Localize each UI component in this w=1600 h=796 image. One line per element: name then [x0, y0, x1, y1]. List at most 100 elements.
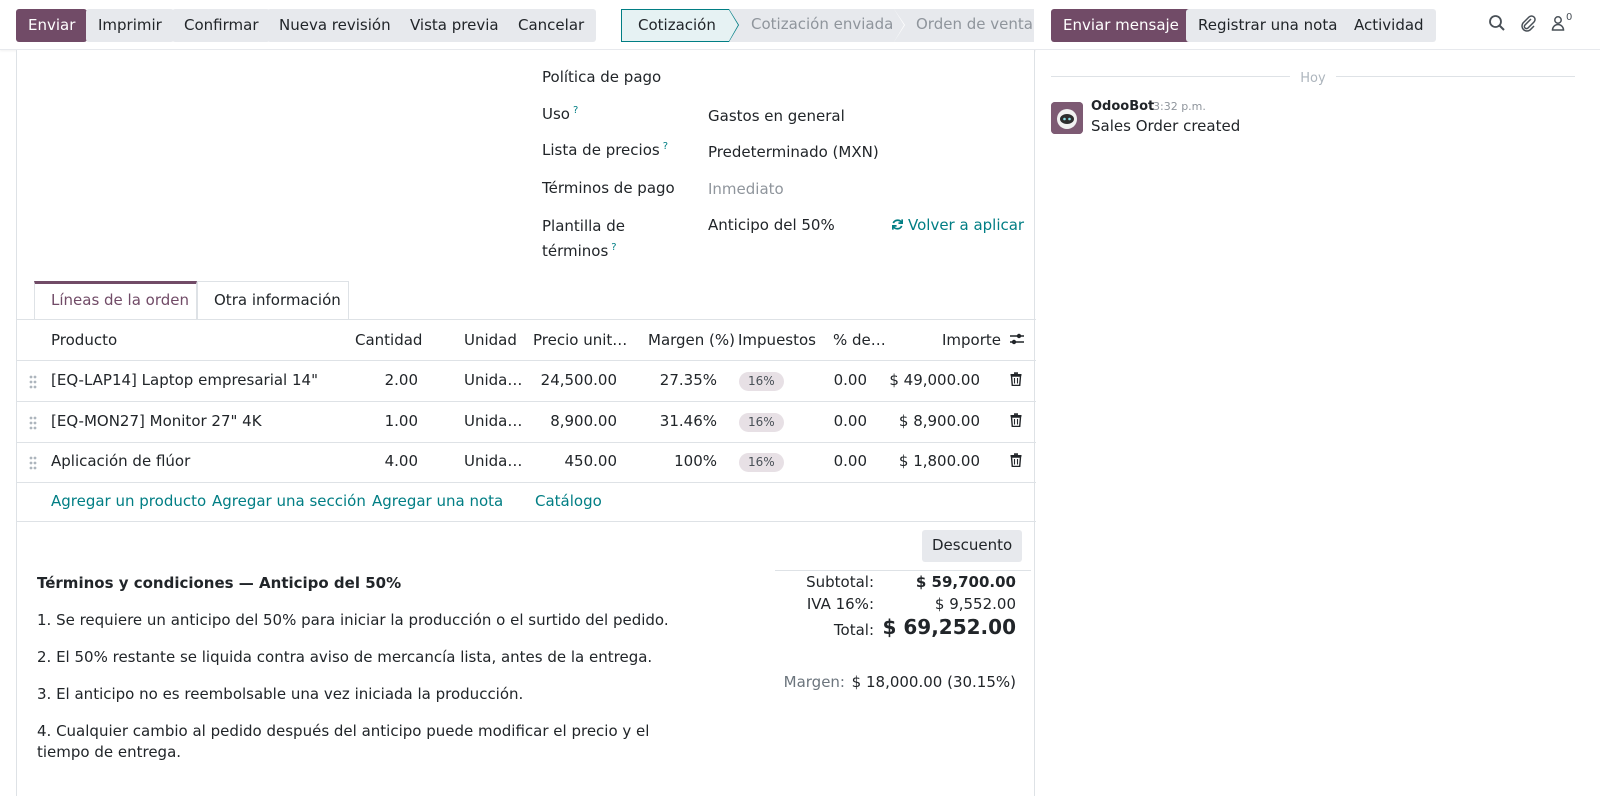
print-button[interactable]: Imprimir: [86, 9, 174, 42]
send-message-button[interactable]: Enviar mensaje: [1051, 9, 1191, 42]
status-stage-label: Cotización enviada: [751, 15, 894, 33]
payment-terms-field[interactable]: Inmediato: [708, 180, 784, 198]
activity-button[interactable]: Actividad: [1342, 9, 1436, 42]
discount-button[interactable]: Descuento: [922, 530, 1023, 562]
add-product-link[interactable]: Agregar un producto: [51, 492, 207, 510]
quantity-cell[interactable]: 2.00: [384, 371, 418, 389]
payment-policy-label: Política de pago: [542, 68, 662, 86]
column-header-amount[interactable]: Importe: [942, 331, 1002, 349]
status-stage-sales-order[interactable]: Orden de venta: [894, 9, 1034, 42]
totals-divider: [775, 570, 1031, 571]
terms-paragraph[interactable]: 2. El 50% restante se liquida contra avi…: [37, 648, 653, 666]
new-revision-button[interactable]: Nueva revisión: [267, 9, 403, 42]
tax-badge[interactable]: 16%: [739, 372, 784, 391]
preview-button[interactable]: Vista previa: [398, 9, 511, 42]
pricelist-field[interactable]: Predeterminado (MXN): [708, 143, 879, 161]
terms-paragraph[interactable]: 1. Se requiere un anticipo del 50% para …: [37, 611, 669, 629]
add-section-link[interactable]: Agregar una sección: [212, 492, 366, 510]
discount-cell[interactable]: 0.00: [833, 412, 867, 430]
help-tooltip-icon[interactable]: ?: [662, 141, 669, 152]
cancel-button[interactable]: Cancelar: [506, 9, 597, 42]
status-stage-label: Cotización: [638, 16, 716, 34]
column-header-margin[interactable]: Margen (%): [648, 331, 736, 349]
margin-label: Margen:: [783, 673, 845, 691]
tab-other-info[interactable]: Otra información: [197, 281, 349, 320]
quantity-cell[interactable]: 4.00: [384, 452, 418, 470]
usage-label-text: Uso: [542, 105, 570, 123]
unit-cell[interactable]: Unida…: [464, 412, 523, 430]
search-icon[interactable]: [1488, 14, 1508, 34]
column-header-quantity[interactable]: Cantidad: [355, 331, 423, 349]
terms-paragraph[interactable]: 4. Cualquier cambio al pedido después de…: [37, 722, 650, 761]
amount-cell: $ 8,900.00: [898, 412, 980, 430]
followers-icon[interactable]: [1551, 14, 1571, 34]
status-stage-quotation[interactable]: Cotización: [621, 9, 739, 42]
table-row[interactable]: Aplicación de flúor 4.00 Unida… 450.00 1…: [17, 443, 1036, 483]
log-note-button[interactable]: Registrar una nota: [1186, 9, 1350, 42]
quantity-cell[interactable]: 1.00: [384, 412, 418, 430]
terms-template-label-line2: términos?: [542, 237, 625, 262]
reapply-label: Volver a aplicar: [908, 216, 1025, 234]
margin-value: $ 18,000.00 (30.15%): [851, 673, 1016, 691]
column-header-unit[interactable]: Unidad: [464, 331, 517, 349]
product-cell[interactable]: [EQ-LAP14] Laptop empresarial 14": [51, 371, 318, 389]
discount-cell[interactable]: 0.00: [833, 371, 867, 389]
drag-handle-icon[interactable]: [29, 456, 37, 470]
confirm-button[interactable]: Confirmar: [172, 9, 271, 42]
product-cell[interactable]: Aplicación de flúor: [51, 452, 191, 470]
tax-badge[interactable]: 16%: [739, 413, 784, 432]
table-header: Producto Cantidad Unidad Precio unit… Ma…: [17, 320, 1036, 361]
paperclip-icon[interactable]: [1519, 14, 1539, 34]
trash-icon[interactable]: [1010, 453, 1023, 468]
followers-count: 0: [1566, 12, 1573, 23]
drag-handle-icon[interactable]: [29, 416, 37, 430]
status-bar: Cotización Cotización enviada Orden de v…: [621, 9, 1034, 42]
tax-label: IVA 16%:: [806, 595, 874, 613]
margin-cell: 27.35%: [659, 371, 717, 389]
catalog-link[interactable]: Catálogo: [535, 492, 602, 510]
amount-cell: $ 49,000.00: [889, 371, 980, 389]
product-cell[interactable]: [EQ-MON27] Monitor 27" 4K: [51, 412, 262, 430]
tab-divider: [17, 319, 1036, 320]
terms-title[interactable]: Términos y condiciones — Anticipo del 50…: [37, 574, 402, 592]
status-arrow: [894, 9, 904, 42]
status-stage-label: Orden de venta: [916, 15, 1033, 33]
tab-order-lines[interactable]: Líneas de la orden: [34, 281, 197, 320]
trash-icon[interactable]: [1010, 372, 1023, 387]
terms-paragraph[interactable]: 3. El anticipo no es reembolsable una ve…: [37, 685, 524, 703]
form-sheet: Política de pago Uso? Gastos en general …: [16, 50, 1036, 796]
date-divider-text: Hoy: [1290, 71, 1336, 86]
trash-icon[interactable]: [1010, 413, 1023, 428]
unit-cell[interactable]: Unida…: [464, 371, 523, 389]
usage-field[interactable]: Gastos en general: [708, 107, 845, 125]
unit-price-cell[interactable]: 8,900.00: [550, 412, 617, 430]
table-row[interactable]: [EQ-LAP14] Laptop empresarial 14" 2.00 U…: [17, 362, 1036, 402]
unit-cell[interactable]: Unida…: [464, 452, 523, 470]
pricelist-label: Lista de precios?: [542, 141, 668, 159]
add-note-link[interactable]: Agregar una nota: [372, 492, 504, 510]
unit-price-cell[interactable]: 450.00: [564, 452, 618, 470]
help-tooltip-icon[interactable]: ?: [611, 242, 617, 253]
table-row[interactable]: [EQ-MON27] Monitor 27" 4K 1.00 Unida… 8,…: [17, 403, 1036, 443]
help-tooltip-icon[interactable]: ?: [572, 105, 579, 116]
tax-badge[interactable]: 16%: [739, 453, 784, 472]
column-header-product[interactable]: Producto: [51, 331, 118, 349]
status-stage-quotation-sent[interactable]: Cotización enviada: [729, 9, 905, 42]
column-header-taxes[interactable]: Impuestos: [738, 331, 816, 349]
message-author[interactable]: OdooBot: [1091, 99, 1155, 114]
terms-template-field[interactable]: Anticipo del 50%: [708, 216, 835, 234]
column-settings-icon[interactable]: [1009, 332, 1025, 350]
subtotal-value: $ 59,700.00: [915, 573, 1016, 591]
total-value: $ 69,252.00: [882, 615, 1017, 639]
subtotal-label: Subtotal:: [806, 573, 874, 591]
terms-template-label-line1: Plantilla de: [542, 217, 626, 235]
unit-price-cell[interactable]: 24,500.00: [540, 371, 617, 389]
reapply-button[interactable]: Volver a aplicar: [891, 216, 1024, 234]
odoobot-avatar[interactable]: [1051, 102, 1083, 134]
send-button[interactable]: Enviar: [16, 9, 88, 42]
discount-cell[interactable]: 0.00: [833, 452, 867, 470]
drag-handle-icon[interactable]: [29, 375, 37, 389]
column-header-discount[interactable]: % de…: [833, 331, 886, 349]
column-header-unit-price[interactable]: Precio unit…: [533, 331, 628, 349]
control-panel: Enviar Imprimir Confirmar Nueva revisión…: [0, 0, 1600, 50]
